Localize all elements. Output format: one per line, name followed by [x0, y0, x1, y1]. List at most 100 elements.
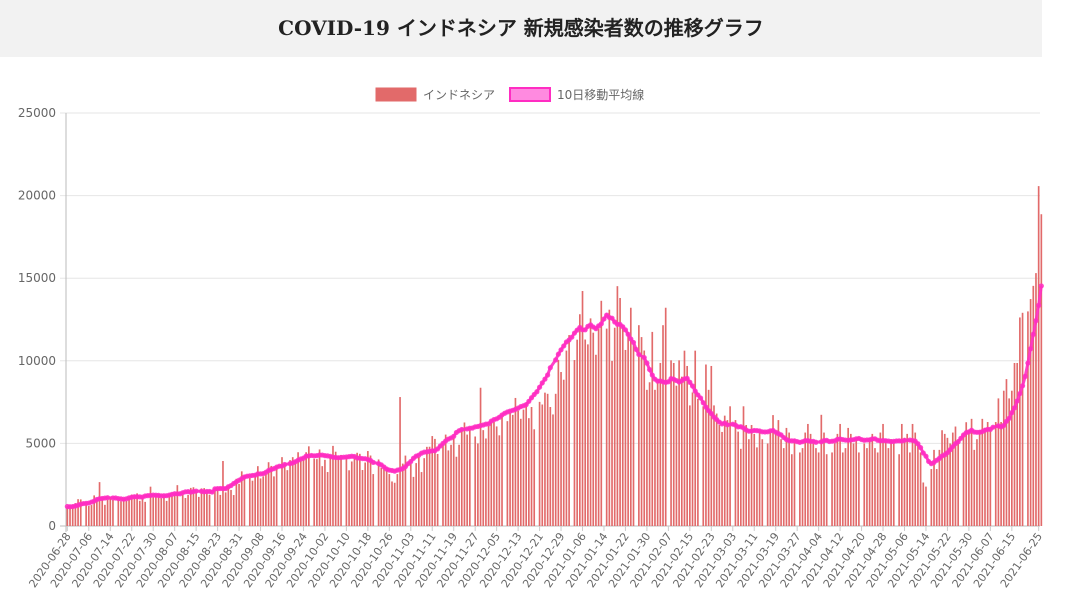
bar[interactable]: [659, 362, 662, 526]
moving-average-point[interactable]: [700, 400, 706, 406]
bar[interactable]: [120, 501, 122, 526]
bar[interactable]: [345, 458, 348, 526]
bar[interactable]: [638, 325, 640, 526]
bar[interactable]: [1037, 186, 1040, 526]
moving-average-point[interactable]: [558, 347, 564, 353]
bar[interactable]: [187, 494, 189, 526]
bar[interactable]: [723, 415, 726, 526]
moving-average-point[interactable]: [1033, 318, 1039, 324]
bar[interactable]: [997, 398, 1000, 526]
bar[interactable]: [125, 500, 128, 526]
bar[interactable]: [965, 422, 968, 526]
moving-average-point[interactable]: [1030, 331, 1036, 337]
bar[interactable]: [533, 429, 536, 526]
bar[interactable]: [887, 448, 890, 526]
bar[interactable]: [168, 494, 171, 526]
bar[interactable]: [136, 493, 138, 526]
bar[interactable]: [823, 432, 825, 526]
bar[interactable]: [525, 403, 527, 526]
bar[interactable]: [954, 426, 957, 526]
bar[interactable]: [329, 455, 332, 526]
bar[interactable]: [605, 328, 608, 526]
bar[interactable]: [1029, 299, 1032, 526]
bar[interactable]: [1019, 317, 1021, 526]
bar[interactable]: [447, 450, 450, 526]
bar[interactable]: [903, 437, 906, 526]
bar[interactable]: [815, 448, 817, 526]
moving-average-point[interactable]: [370, 459, 376, 465]
bar[interactable]: [98, 482, 101, 526]
bar[interactable]: [820, 414, 823, 526]
bar[interactable]: [69, 508, 71, 526]
bar[interactable]: [753, 433, 756, 526]
bar[interactable]: [1002, 390, 1005, 526]
bar[interactable]: [418, 457, 420, 526]
bar[interactable]: [243, 475, 246, 526]
bar[interactable]: [871, 433, 874, 526]
bar[interactable]: [694, 350, 697, 526]
moving-average-point[interactable]: [622, 327, 629, 333]
bar[interactable]: [933, 449, 935, 526]
bar[interactable]: [892, 443, 895, 526]
bar[interactable]: [283, 464, 286, 526]
bar[interactable]: [748, 439, 750, 526]
bar[interactable]: [951, 432, 954, 526]
bar[interactable]: [251, 480, 254, 526]
bar[interactable]: [568, 335, 570, 526]
bar[interactable]: [468, 430, 471, 526]
bar[interactable]: [511, 414, 514, 526]
bar[interactable]: [670, 360, 672, 526]
bar[interactable]: [195, 491, 197, 526]
bar[interactable]: [836, 433, 839, 526]
moving-average-point[interactable]: [1019, 383, 1026, 389]
bar[interactable]: [184, 498, 187, 526]
bar[interactable]: [680, 376, 683, 526]
bar[interactable]: [801, 448, 804, 526]
bar[interactable]: [538, 401, 541, 526]
bar[interactable]: [498, 435, 501, 526]
moving-average-point[interactable]: [990, 424, 996, 430]
moving-average-point[interactable]: [1014, 398, 1020, 404]
bar[interactable]: [369, 455, 372, 526]
bar[interactable]: [450, 444, 452, 526]
moving-average-point[interactable]: [813, 439, 819, 445]
moving-average-point[interactable]: [708, 410, 714, 417]
bar[interactable]: [495, 426, 498, 526]
bar[interactable]: [138, 500, 141, 526]
bar[interactable]: [790, 454, 793, 526]
bar[interactable]: [734, 420, 737, 526]
bar[interactable]: [986, 422, 989, 526]
bar[interactable]: [1008, 398, 1010, 526]
bar[interactable]: [544, 392, 546, 526]
bar[interactable]: [517, 410, 519, 526]
bar[interactable]: [729, 406, 731, 526]
bar[interactable]: [358, 453, 361, 526]
bar[interactable]: [227, 487, 230, 526]
bar[interactable]: [393, 482, 396, 526]
bar[interactable]: [726, 420, 729, 526]
bar[interactable]: [850, 433, 852, 526]
bar[interactable]: [452, 436, 455, 526]
bar[interactable]: [766, 443, 769, 526]
bar[interactable]: [817, 452, 820, 526]
bar[interactable]: [833, 443, 836, 526]
bar[interactable]: [962, 432, 965, 526]
moving-average-point[interactable]: [630, 339, 637, 346]
bar[interactable]: [396, 474, 399, 526]
bar[interactable]: [866, 448, 868, 526]
bar[interactable]: [1010, 390, 1013, 526]
moving-average-point[interactable]: [104, 495, 111, 501]
bar[interactable]: [697, 398, 699, 526]
bar[interactable]: [554, 393, 557, 526]
moving-average-point[interactable]: [633, 346, 639, 353]
moving-average-point[interactable]: [545, 372, 551, 378]
moving-average-point[interactable]: [917, 444, 924, 451]
bar[interactable]: [163, 494, 165, 526]
bar[interactable]: [654, 389, 656, 526]
bar[interactable]: [906, 433, 909, 526]
bar[interactable]: [530, 407, 533, 526]
bar[interactable]: [149, 486, 152, 526]
bar[interactable]: [197, 496, 200, 526]
bar[interactable]: [1021, 312, 1024, 526]
bar[interactable]: [863, 443, 866, 526]
